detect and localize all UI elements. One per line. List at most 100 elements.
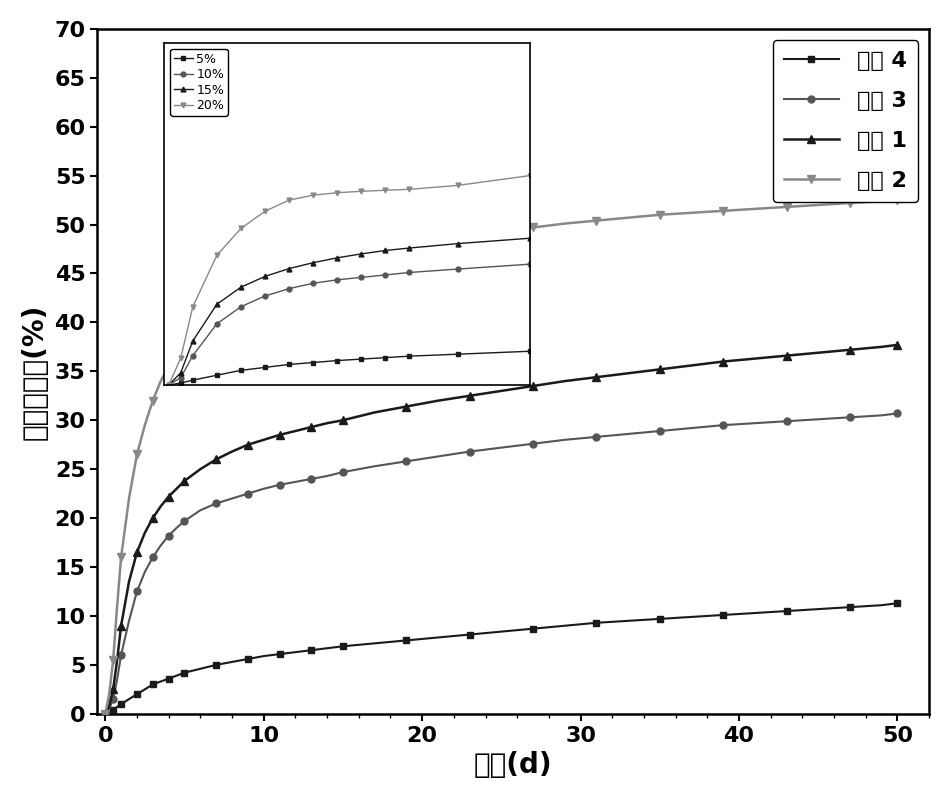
案例 4 (131, 690, 142, 699)
案例 2 (781, 202, 792, 212)
案例 2 (226, 322, 238, 331)
案例 3 (337, 467, 349, 477)
案例 4 (155, 677, 166, 686)
案例 1 (686, 361, 697, 370)
案例 2 (131, 450, 142, 459)
案例 2 (591, 216, 602, 226)
案例 1 (131, 547, 142, 557)
案例 4 (321, 643, 332, 653)
案例 1 (290, 426, 301, 436)
案例 4 (139, 685, 150, 694)
案例 1 (337, 415, 349, 425)
案例 1 (876, 342, 887, 352)
案例 3 (258, 484, 270, 494)
案例 2 (179, 339, 190, 349)
案例 1 (179, 476, 190, 486)
案例 1 (892, 340, 903, 350)
Line: 案例 4: 案例 4 (102, 600, 901, 718)
案例 4 (147, 680, 159, 690)
案例 2 (162, 362, 174, 371)
案例 3 (369, 462, 380, 471)
案例 4 (750, 608, 761, 618)
案例 4 (717, 610, 729, 620)
案例 2 (274, 314, 285, 324)
案例 1 (496, 386, 507, 396)
案例 3 (622, 429, 634, 438)
案例 3 (655, 426, 666, 436)
案例 2 (750, 204, 761, 214)
案例 3 (717, 420, 729, 430)
案例 3 (432, 452, 444, 462)
案例 1 (124, 577, 135, 586)
案例 1 (750, 354, 761, 363)
案例 2 (139, 420, 150, 430)
案例 2 (115, 553, 126, 562)
案例 4 (622, 616, 634, 626)
案例 2 (876, 196, 887, 206)
案例 2 (686, 208, 697, 218)
案例 1 (104, 701, 115, 710)
案例 4 (107, 705, 119, 714)
案例 3 (171, 523, 182, 533)
案例 4 (812, 604, 824, 614)
案例 3 (155, 541, 166, 550)
案例 2 (107, 655, 119, 665)
案例 1 (401, 402, 412, 411)
案例 2 (892, 195, 903, 205)
案例 4 (527, 624, 539, 634)
案例 3 (876, 410, 887, 420)
案例 4 (496, 627, 507, 637)
Line: 案例 3: 案例 3 (102, 410, 901, 718)
案例 4 (876, 600, 887, 610)
案例 3 (139, 567, 150, 577)
案例 3 (464, 446, 475, 456)
案例 3 (290, 477, 301, 486)
案例 2 (812, 200, 824, 210)
案例 4 (306, 646, 317, 655)
案例 4 (464, 630, 475, 639)
案例 1 (111, 655, 123, 665)
案例 1 (369, 408, 380, 418)
案例 3 (496, 443, 507, 453)
案例 1 (274, 430, 285, 440)
案例 1 (591, 372, 602, 382)
案例 4 (591, 618, 602, 628)
案例 4 (559, 621, 570, 630)
案例 1 (162, 492, 174, 502)
案例 3 (111, 674, 123, 684)
X-axis label: 时间(d): 时间(d) (474, 751, 553, 779)
案例 3 (195, 506, 206, 515)
案例 1 (559, 376, 570, 386)
案例 3 (211, 498, 222, 508)
案例 2 (464, 231, 475, 241)
Line: 案例 2: 案例 2 (101, 196, 902, 718)
案例 3 (226, 494, 238, 503)
案例 3 (274, 480, 285, 490)
案例 4 (892, 598, 903, 608)
案例 3 (306, 474, 317, 484)
案例 4 (242, 654, 254, 664)
案例 4 (655, 614, 666, 624)
案例 2 (100, 709, 111, 718)
案例 2 (242, 319, 254, 329)
案例 1 (464, 391, 475, 401)
案例 4 (258, 651, 270, 661)
案例 4 (845, 602, 856, 612)
案例 4 (432, 633, 444, 642)
案例 1 (100, 709, 111, 718)
案例 4 (290, 647, 301, 657)
案例 1 (171, 484, 182, 494)
案例 4 (124, 694, 135, 704)
案例 2 (258, 318, 270, 327)
案例 3 (107, 694, 119, 704)
案例 3 (179, 516, 190, 526)
案例 3 (147, 553, 159, 562)
案例 4 (111, 702, 123, 712)
案例 4 (369, 638, 380, 648)
案例 2 (104, 690, 115, 699)
案例 4 (162, 674, 174, 683)
案例 2 (622, 213, 634, 222)
案例 2 (171, 349, 182, 358)
案例 1 (147, 514, 159, 523)
案例 1 (321, 418, 332, 428)
